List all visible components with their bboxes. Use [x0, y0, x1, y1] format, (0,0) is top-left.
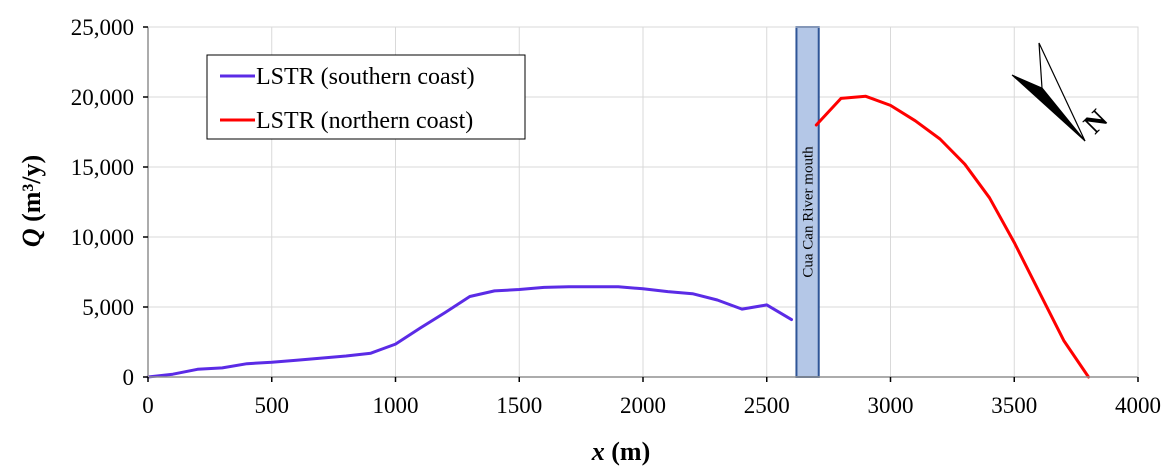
series-line-0 — [146, 285, 793, 379]
x-axis-title: x (m) — [591, 437, 650, 466]
legend-label-1: LSTR (northern coast) — [256, 108, 473, 134]
plot-axes — [143, 26, 1139, 382]
x-tick-label-1: 500 — [255, 393, 290, 418]
y-tick-label-1: 5,000 — [82, 295, 134, 320]
y-tick-label-2: 10,000 — [71, 225, 134, 250]
north-arrow-light-half — [1038, 42, 1086, 142]
legend-label-0: LSTR (southern coast) — [256, 64, 475, 90]
x-tick-label-3: 1500 — [496, 393, 542, 418]
x-tick-label-7: 3500 — [991, 393, 1037, 418]
x-tick-label-4: 2000 — [620, 393, 666, 418]
x-tick-label-6: 3000 — [868, 393, 914, 418]
river-mouth-label: Cua Can River mouth — [801, 146, 817, 278]
x-tick-label-0: 0 — [142, 393, 154, 418]
y-axis-title: Q (m³/y) — [17, 155, 46, 247]
x-tick-label-5: 2500 — [744, 393, 790, 418]
north-arrow-icon: N — [1011, 42, 1114, 142]
series-lines — [146, 94, 1090, 379]
north-arrow-label: N — [1078, 104, 1114, 140]
tick-labels: 0 500 1000 1500 2000 2500 3000 3500 4000 0 5,000 10… — [71, 15, 1161, 418]
river-mouth-band: Cua Can River mouth — [795, 26, 820, 378]
y-tick-label-5: 25,000 — [71, 15, 134, 40]
legend: LSTR (southern coast) LSTR (northern coas… — [206, 54, 526, 140]
y-tick-label-4: 20,000 — [71, 85, 134, 110]
x-tick-label-2: 1000 — [373, 393, 419, 418]
y-tick-label-3: 15,000 — [71, 155, 134, 180]
x-tick-label-8: 4000 — [1115, 393, 1161, 418]
y-tick-label-0: 0 — [123, 365, 135, 390]
series-line-1 — [814, 94, 1090, 379]
legend-box — [206, 54, 526, 140]
